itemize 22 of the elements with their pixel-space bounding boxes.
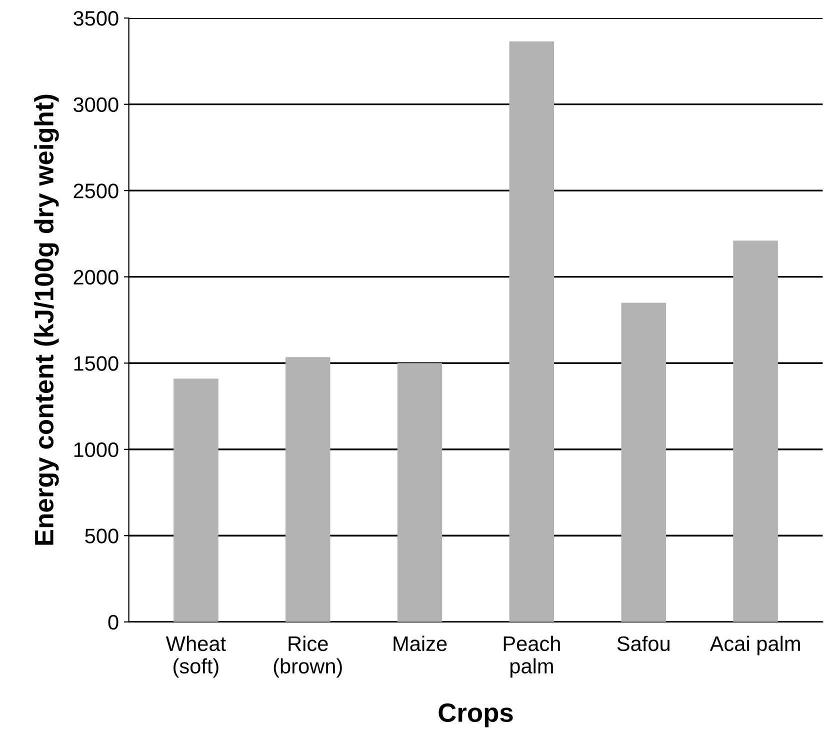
bar [733,240,778,622]
y-axis-title: Energy content (kJ/100g dry weight) [34,94,59,545]
x-axis-title: Crops [438,703,513,728]
y-tick-label: 2500 [74,184,118,198]
bar [285,357,330,622]
bar [174,378,218,622]
bar [621,302,666,622]
x-tick-label: Safou [617,636,670,652]
y-tick-label: 1000 [74,442,118,458]
y-tick-label: 1500 [74,356,118,371]
x-tick-label: Acai palm [710,636,800,656]
y-tick-label: 500 [85,528,118,544]
x-tick-label: Wheat (soft) [166,636,226,678]
bar [509,41,554,622]
x-tick-label: Rice (brown) [274,636,342,678]
y-tick-label: 2000 [74,270,118,285]
y-tick-label: 3500 [74,11,118,26]
x-tick-label: Peach palm [504,636,560,678]
y-tick-label: 3000 [74,97,118,112]
x-tick-label: Maize [394,636,447,652]
bar [397,363,442,622]
y-tick-label: 0 [108,614,118,630]
